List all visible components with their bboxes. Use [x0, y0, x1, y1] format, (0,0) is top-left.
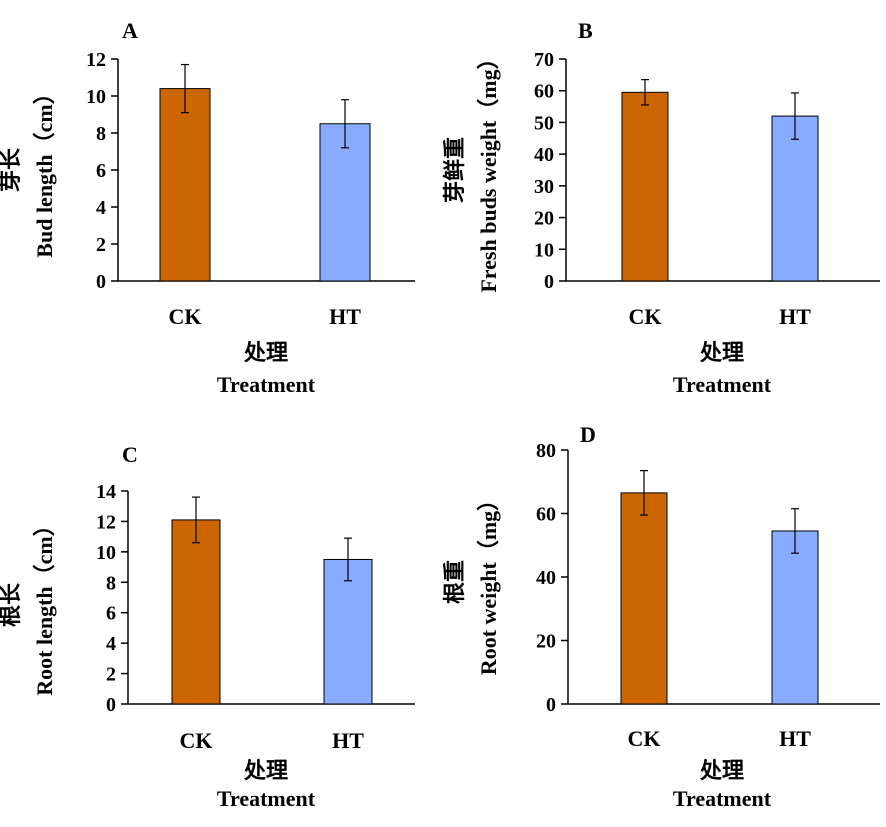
- y-tick-label: 10: [96, 542, 116, 564]
- y-axis-title-cn: 根长: [0, 582, 23, 627]
- y-tick-label: 10: [534, 239, 554, 261]
- y-axis-title-cn: 芽长: [0, 147, 23, 192]
- y-tick-label: 10: [86, 86, 106, 108]
- y-tick-label: 2: [106, 664, 116, 686]
- x-axis-title-cn: 处理: [243, 340, 288, 365]
- y-tick-label: 30: [534, 176, 554, 198]
- y-tick-label: 60: [534, 81, 554, 103]
- panel-b: B 0 10 20 30 40 50 60 70 CK HT 处理 Treatment 芽鲜重 Fresh …: [442, 18, 880, 397]
- y-tick-label: 0: [544, 271, 554, 293]
- bar-ck: [620, 492, 668, 705]
- y-tick-label: 8: [96, 123, 106, 145]
- bar-ck: [159, 88, 211, 282]
- x-category-label: CK: [628, 726, 661, 751]
- y-tick-label: 14: [96, 481, 116, 503]
- y-tick-label: 70: [534, 49, 554, 71]
- y-axis-title-en: Fresh buds weight（mg）: [476, 47, 501, 292]
- y-tick-label: 20: [536, 631, 556, 653]
- x-category-label: HT: [779, 726, 811, 751]
- panel-letter: C: [122, 442, 138, 467]
- x-axis-title-en: Treatment: [217, 372, 316, 397]
- panel-letter: A: [122, 18, 138, 43]
- panel-d: D 0 20 40 60 80 CK HT 处理 Treatment 根重 Root weight（m…: [442, 422, 880, 811]
- y-axis-title-en: Bud length（cm）: [32, 82, 57, 257]
- y-tick-label: 0: [546, 694, 556, 716]
- x-axis-title-en: Treatment: [673, 372, 772, 397]
- y-tick-label: 4: [106, 633, 116, 655]
- panel-c: C 0 2 4 6 8 10 12 14 CK HT 处理 Treatment 根长 Root length…: [0, 442, 415, 811]
- x-axis-title-cn: 处理: [243, 758, 288, 783]
- x-axis-title-cn: 处理: [699, 340, 744, 365]
- x-category-label: CK: [169, 304, 202, 329]
- y-tick-label: 12: [96, 511, 116, 533]
- y-tick-label: 0: [96, 271, 106, 293]
- x-axis-title-en: Treatment: [673, 786, 772, 811]
- y-tick-label: 50: [534, 112, 554, 134]
- y-axis-title-cn: 芽鲜重: [442, 137, 467, 203]
- panel-letter: B: [578, 18, 593, 43]
- y-tick-label: 80: [536, 440, 556, 462]
- y-tick-label: 12: [86, 49, 106, 71]
- y-tick-label: 8: [106, 572, 116, 594]
- bar-ht: [771, 530, 819, 705]
- x-category-label: CK: [180, 728, 213, 753]
- y-tick-label: 40: [534, 144, 554, 166]
- y-tick-label: 2: [96, 234, 106, 256]
- bar-ck: [621, 91, 669, 282]
- x-category-label: HT: [332, 728, 364, 753]
- y-axis-title-cn: 根重: [442, 560, 467, 604]
- y-tick-label: 40: [536, 567, 556, 589]
- y-tick-label: 0: [106, 694, 116, 716]
- x-category-label: HT: [779, 304, 811, 329]
- bar-ck: [171, 519, 221, 705]
- bar-ht: [319, 123, 371, 282]
- y-axis-title-en: Root length（cm）: [32, 514, 57, 695]
- bar-ht: [323, 558, 373, 705]
- panel-a: A 0 2 4 6 8 10 12 CK HT 处理 Treatment 芽长 Bud length（cm…: [0, 18, 415, 397]
- y-axis-title-en: Root weight（mg）: [476, 489, 501, 675]
- x-category-label: CK: [629, 304, 662, 329]
- y-tick-label: 6: [106, 603, 116, 625]
- panel-letter: D: [580, 422, 596, 447]
- x-category-label: HT: [329, 304, 361, 329]
- y-tick-label: 4: [96, 197, 106, 219]
- y-tick-label: 6: [96, 160, 106, 182]
- bar-ht: [771, 115, 819, 282]
- y-tick-label: 60: [536, 504, 556, 526]
- y-tick-label: 20: [534, 208, 554, 230]
- x-axis-title-en: Treatment: [217, 786, 316, 811]
- x-axis-title-cn: 处理: [699, 758, 744, 783]
